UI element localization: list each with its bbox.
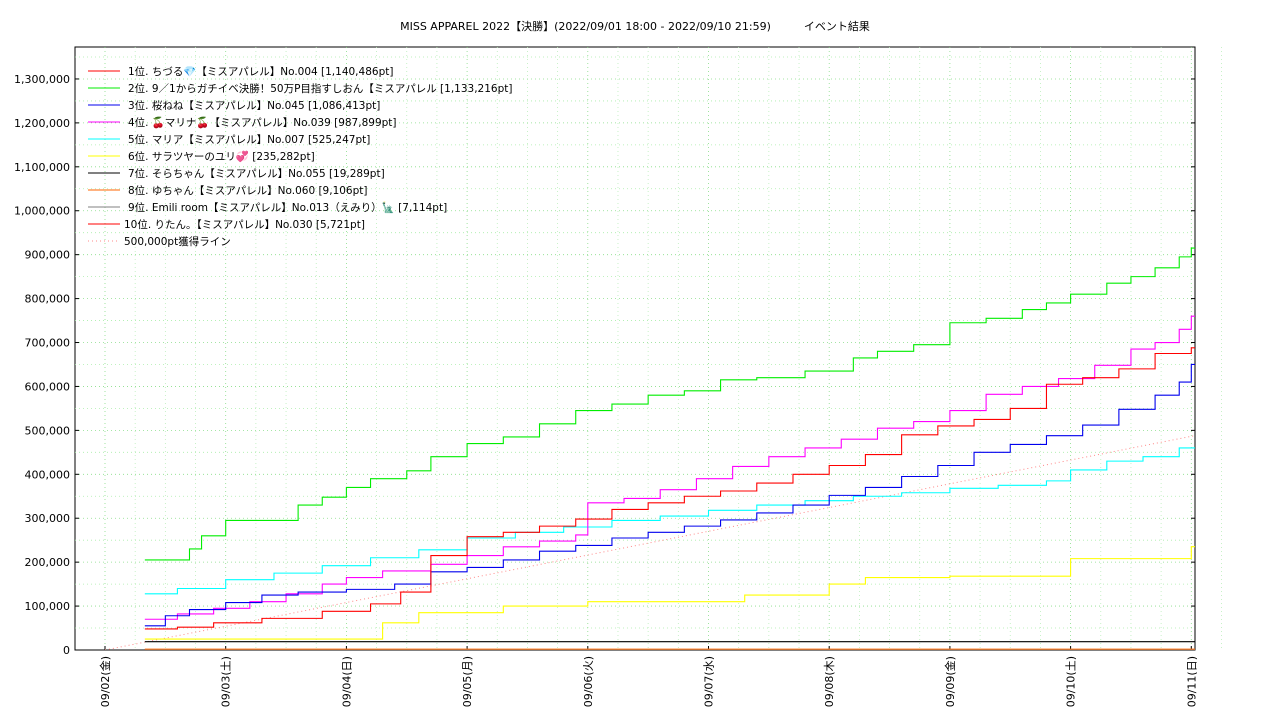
x-tick-label: 09/06(火)	[582, 656, 595, 707]
chart-title: MISS APPAREL 2022【決勝】(2022/09/01 18:00 -…	[400, 20, 870, 33]
series-line-8	[144, 648, 1195, 650]
y-tick-label: 200,000	[25, 556, 71, 569]
legend-label-11: 500,000pt獲得ライン	[124, 235, 231, 248]
series-line-6	[144, 546, 1195, 640]
y-tick-label: 1,300,000	[14, 73, 70, 86]
y-tick-label: 1,000,000	[14, 205, 70, 218]
legend-label-6: 6位. サラツヤーのユリ💞 [235,282pt]	[128, 150, 315, 163]
series-line-11	[104, 435, 1195, 650]
series-line-3	[144, 363, 1195, 627]
legend: 1位. ちづる💎【ミスアパレル】No.004 [1,140,486pt] 2位. …	[88, 65, 512, 248]
legend-label-9: 9位. Emili room【ミスアパレル】No.013（えみり）🗽 [7,11…	[128, 201, 447, 214]
x-tick-label: 09/07(水)	[703, 656, 716, 707]
y-tick-label: 800,000	[25, 293, 71, 306]
x-tick-label: 09/10(土)	[1065, 656, 1078, 707]
series-group	[104, 247, 1195, 650]
series-line-5	[144, 447, 1195, 595]
legend-label-5: 5位. マリア【ミスアパレル】No.007 [525,247pt]	[128, 133, 370, 146]
series-line-1	[144, 347, 1195, 630]
y-tick-label: 500,000	[25, 424, 71, 437]
series-line-2	[144, 247, 1195, 561]
y-tick-label: 700,000	[25, 337, 71, 350]
y-tick-label: 1,100,000	[14, 161, 70, 174]
x-tick-label: 09/04(日)	[340, 656, 353, 707]
legend-label-1: 1位. ちづる💎【ミスアパレル】No.004 [1,140,486pt]	[128, 65, 393, 78]
x-tick-label: 09/02(金)	[98, 656, 112, 707]
y-tick-label: 100,000	[25, 600, 71, 613]
legend-label-10: 10位. りたん。【ミスアパレル】No.030 [5,721pt]	[124, 218, 365, 231]
y-tick-label: 900,000	[25, 249, 71, 262]
y-tick-label: 400,000	[25, 468, 71, 481]
y-tick-label: 0	[63, 644, 70, 657]
legend-label-7: 7位. そらちゃん【ミスアパレル】No.055 [19,289pt]	[128, 167, 385, 180]
y-tick-label: 600,000	[25, 380, 71, 393]
y-tick-label: 300,000	[25, 512, 71, 525]
plot-frame	[74, 46, 1196, 651]
series-line-4	[144, 315, 1195, 620]
legend-label-8: 8位. ゆちゃん【ミスアパレル】No.060 [9,106pt]	[128, 184, 368, 197]
legend-label-2: 2位. 9／1からガチイベ決勝！50万P目指すしおん【ミスアパレル [1,133…	[128, 82, 512, 95]
y-tick-label: 1,200,000	[14, 117, 70, 130]
legend-label-3: 3位. 桜ねね【ミスアパレル】No.045 [1,086,413pt]	[128, 99, 380, 112]
x-tick-label: 09/11(日)	[1185, 656, 1198, 707]
grid	[75, 47, 1222, 650]
x-tick-label: 09/08(木)	[823, 656, 836, 707]
x-tick-label: 09/05(月)	[461, 656, 474, 707]
x-tick-label: 09/03(土)	[220, 656, 233, 707]
legend-label-4: 4位. 🍒マリナ🍒【ミスアパレル】No.039 [987,899pt]	[128, 116, 397, 129]
x-tick-label: 09/09(金)	[943, 656, 957, 707]
